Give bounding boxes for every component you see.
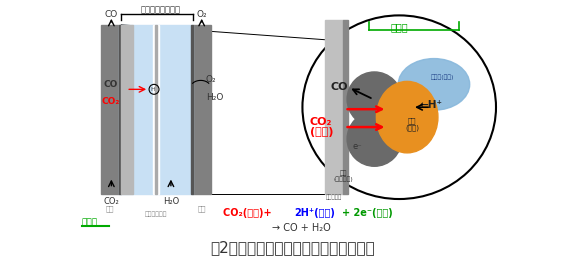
Text: CO₂: CO₂ [103, 197, 119, 206]
Bar [155, 25, 157, 193]
Text: CO: CO [104, 10, 118, 19]
Ellipse shape [398, 59, 470, 110]
Text: O₂: O₂ [205, 75, 216, 84]
Text: 触媒層: 触媒層 [82, 218, 97, 227]
Text: 触媒層: 触媒層 [390, 22, 408, 32]
Text: 母体
(カーボン): 母体 (カーボン) [334, 171, 353, 182]
Text: 負極: 負極 [106, 205, 114, 212]
Text: + 2e⁻(固体): + 2e⁻(固体) [342, 208, 392, 218]
Bar [325, 20, 343, 193]
Bar [119, 25, 122, 193]
Text: CO: CO [330, 82, 348, 92]
Text: H₂O: H₂O [205, 93, 223, 102]
Text: H⁺: H⁺ [150, 87, 158, 92]
Bar [119, 25, 193, 193]
Bar [343, 20, 348, 193]
Ellipse shape [376, 81, 438, 153]
Text: e⁻: e⁻ [353, 142, 362, 152]
Text: ←H⁺: ←H⁺ [419, 100, 442, 110]
Text: CO₂
(気体): CO₂ (気体) [310, 117, 333, 138]
Text: O₂: O₂ [197, 10, 207, 19]
Text: 電解質(液体): 電解質(液体) [431, 75, 455, 80]
Text: 図2：今回開発した電気化学セルの概略: 図2：今回開発した電気化学セルの概略 [211, 240, 375, 255]
Text: 固体高分子膜: 固体高分子膜 [145, 211, 167, 217]
Bar [153, 25, 159, 193]
Text: → CO + H₂O: → CO + H₂O [272, 223, 331, 233]
Text: H₂O: H₂O [163, 197, 179, 206]
Text: CO₂: CO₂ [101, 97, 120, 106]
Text: 触媒
(固体): 触媒 (固体) [405, 117, 419, 131]
Bar [102, 25, 119, 193]
Text: 正極: 正極 [197, 205, 206, 212]
Text: CO₂(気体)+: CO₂(気体)+ [222, 208, 275, 218]
Text: 2H⁺(液体): 2H⁺(液体) [294, 208, 335, 218]
Bar [193, 25, 211, 193]
Ellipse shape [302, 15, 496, 199]
Ellipse shape [347, 72, 402, 127]
Text: 固体高分子形セル: 固体高分子形セル [141, 5, 181, 14]
Text: CO: CO [103, 80, 117, 89]
Bar [191, 25, 193, 193]
Text: ガス拡散層: ガス拡散層 [326, 195, 342, 200]
Bar [122, 25, 133, 193]
Ellipse shape [347, 112, 402, 166]
